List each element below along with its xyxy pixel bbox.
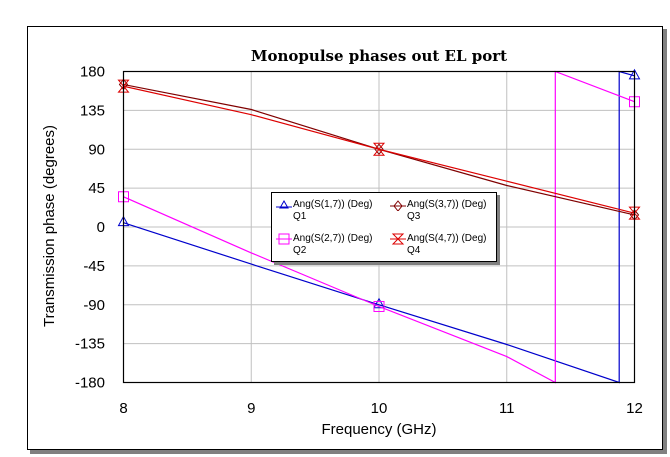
x-tick: 9: [247, 400, 255, 417]
y-tick: 45: [88, 180, 105, 197]
legend-item-q4: Ang(S(4,7)) (Deg) Q4: [390, 233, 486, 257]
frame-shadow-bottom: [30, 450, 667, 454]
y-tick-labels: 180 135 90 45 0 -45 -90 -135 -180: [75, 64, 105, 392]
circle-marker-icon: [390, 200, 406, 211]
series-marker: [374, 143, 384, 156]
series-marker: [628, 206, 641, 220]
plot-area-border: [122, 70, 636, 384]
x-tick: 10: [371, 400, 388, 417]
frame-shadow-right: [663, 29, 667, 453]
y-tick: -135: [75, 336, 105, 353]
x-tick: 11: [499, 400, 515, 417]
series-marker: [373, 300, 385, 312]
x-tick: 8: [119, 400, 127, 417]
series-marker: [372, 142, 386, 156]
legend-item-q1: Ang(S(1,7)) (Deg) Q1: [276, 199, 372, 223]
legend-item-q2: Ang(S(2,7)) (Deg) Q2: [276, 233, 372, 257]
y-tick: -45: [83, 258, 105, 275]
y-tick: 90: [88, 141, 105, 158]
triangle-marker-icon: [276, 199, 292, 209]
y-tick: 180: [80, 64, 105, 81]
bowtie-marker-icon: [390, 233, 406, 245]
series-marker: [117, 79, 130, 93]
y-axis-label: Transmission phase (degrees): [41, 125, 58, 327]
chart-title: Monopulse phases out EL port: [251, 47, 507, 65]
series-marker: [373, 297, 385, 309]
square-marker-icon: [276, 233, 292, 245]
x-tick: 12: [626, 400, 643, 417]
legend-item-q3: Ang(S(3,7)) (Deg) Q3: [390, 199, 486, 223]
legend: Ang(S(1,7)) (Deg) Q1 Ang(S(3,7)) (Deg) Q…: [271, 192, 497, 262]
y-tick: -90: [83, 297, 105, 314]
x-tick-labels: 8 9 10 11 12: [119, 400, 643, 417]
y-tick: 135: [80, 102, 105, 119]
y-tick: 0: [97, 219, 105, 236]
x-axis-label: Frequency (GHz): [321, 421, 436, 438]
y-tick: -180: [75, 375, 105, 392]
